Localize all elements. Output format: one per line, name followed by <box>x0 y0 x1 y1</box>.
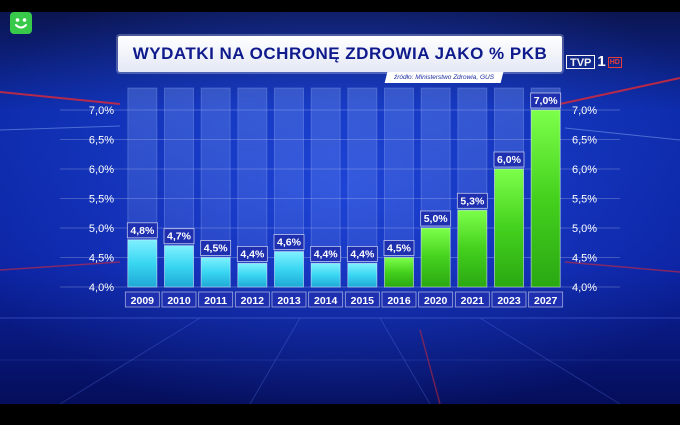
bar-2023 <box>494 168 524 288</box>
value-label-box <box>310 245 342 262</box>
y-tick-label-left: 5,5% <box>89 194 114 206</box>
y-tick-label-left: 4,0% <box>89 282 114 294</box>
decor-lines <box>0 77 680 405</box>
x-tick-label-2023: 2023 <box>497 295 521 307</box>
bar-2012 <box>237 262 268 288</box>
floor-grid <box>59 317 621 405</box>
value-label-box <box>273 234 305 251</box>
y-tick-label-right: 4,0% <box>572 282 597 294</box>
decor-red-line-floor <box>419 329 441 405</box>
smiley-face-icon <box>10 12 32 34</box>
y-tick-label-left: 6,0% <box>89 164 114 176</box>
value-label-box <box>163 228 195 245</box>
decor-red-line-right <box>559 77 680 105</box>
y-axis-ticks: 4,0% 4,0% 4,5% 4,5% 5,0% 5,0% 5,5% 5,5% 6,0% 6,0%… <box>89 105 597 294</box>
y-tick-label-right: 7,0% <box>572 105 597 117</box>
y-tick-label-right: 6,5% <box>572 135 597 147</box>
value-label-2011: 4,5% <box>204 243 229 255</box>
x-tick-box <box>124 291 160 308</box>
x-tick-box <box>491 291 527 308</box>
y-tick-label-right: 5,5% <box>572 194 597 206</box>
x-tick-box <box>454 291 490 308</box>
value-label-2009: 4,8% <box>130 225 155 237</box>
value-label-2015: 4,4% <box>350 248 375 260</box>
y-tick-label-left: 7,0% <box>89 105 114 117</box>
x-tick-label-2016: 2016 <box>387 295 411 307</box>
value-label-box <box>383 240 415 256</box>
y-tick-label-left: 6,5% <box>89 135 114 147</box>
bar-2020 <box>420 227 451 288</box>
y-tick-label-left: 5,0% <box>89 223 114 235</box>
value-label-2012: 4,4% <box>240 248 265 260</box>
x-tick-label-2021: 2021 <box>461 295 485 307</box>
x-tick-label-2010: 2010 <box>167 295 191 307</box>
decor-line <box>0 125 121 131</box>
value-label-2021: 5,3% <box>460 195 485 207</box>
bar-2010 <box>164 245 194 288</box>
bar-2013 <box>274 251 304 288</box>
x-tick-label-2009: 2009 <box>131 295 155 307</box>
value-label-box <box>236 245 268 262</box>
value-label-box <box>346 245 378 262</box>
bar-2016 <box>384 257 414 288</box>
value-label-2020: 5,0% <box>424 213 449 225</box>
bar-2011 <box>200 257 231 288</box>
x-tick-box <box>234 291 270 308</box>
x-tick-label-2012: 2012 <box>241 295 265 307</box>
chart-title-bar: WYDATKI NA OCHRONĘ ZDROWIA JAKO % PKB <box>118 36 562 72</box>
value-label-box <box>493 151 525 168</box>
bars <box>127 109 561 288</box>
decor-red-line-low <box>0 261 121 271</box>
value-label-box <box>530 92 562 109</box>
hd-badge: HD <box>607 56 622 68</box>
x-tick-box <box>271 291 307 308</box>
source-note: źródło: Ministerstwo Zdrowia, GUS <box>393 74 495 81</box>
decor-red-line-low <box>564 261 680 273</box>
y-tick-label-right: 5,0% <box>572 223 597 235</box>
bar-2014 <box>310 262 341 288</box>
bar-2009 <box>127 239 158 288</box>
y-tick-label-right: 6,0% <box>572 164 597 176</box>
value-label-2010: 4,7% <box>167 231 192 243</box>
value-label-box <box>126 222 158 239</box>
x-tick-label-2013: 2013 <box>277 295 301 307</box>
x-tick-label-2020: 2020 <box>424 295 448 307</box>
tvp1-logo: TVP 1 HD <box>566 54 622 70</box>
y-tick-label-left: 4,5% <box>89 253 114 265</box>
value-label-2023: 6,0% <box>497 154 522 166</box>
x-tick-box <box>381 291 417 308</box>
bar-2015 <box>347 262 378 288</box>
x-tick-box <box>308 291 344 308</box>
value-label-2027: 7,0% <box>534 95 559 107</box>
x-tick-label-2027: 2027 <box>534 295 558 307</box>
x-tick-box <box>344 291 380 308</box>
value-label-box <box>420 210 452 227</box>
decor-line <box>564 127 680 141</box>
bar-2027 <box>530 109 561 288</box>
x-axis-ticks: 2009 2010 2011 2012 2013 2014 2015 2016 2020 2021… <box>124 291 564 308</box>
x-tick-box <box>418 291 454 308</box>
decor-red-line-left <box>0 91 121 105</box>
tvp-channel-number: 1 <box>597 53 606 70</box>
chart-title: WYDATKI NA OCHRONĘ ZDROWIA JAKO % PKB <box>132 44 548 63</box>
tvp-letters: TVP <box>566 55 596 69</box>
x-tick-box <box>161 291 197 308</box>
x-tick-label-2015: 2015 <box>351 295 375 307</box>
x-tick-label-2014: 2014 <box>314 295 338 307</box>
x-tick-label-2011: 2011 <box>204 295 227 307</box>
value-label-box <box>200 240 232 256</box>
value-label-2013: 4,6% <box>277 237 302 249</box>
y-tick-label-right: 4,5% <box>572 253 597 265</box>
value-label-box <box>456 192 488 209</box>
value-label-2016: 4,5% <box>387 243 412 255</box>
value-labels: 4,8% 4,7% 4,5% 4,4% 4,6% 4,4% 4,4% 4,5% 5,0% 5,3%… <box>126 92 562 262</box>
bar-2021 <box>457 209 488 288</box>
x-tick-box <box>528 291 564 308</box>
value-label-2014: 4,4% <box>314 248 339 260</box>
x-tick-box <box>198 291 234 308</box>
